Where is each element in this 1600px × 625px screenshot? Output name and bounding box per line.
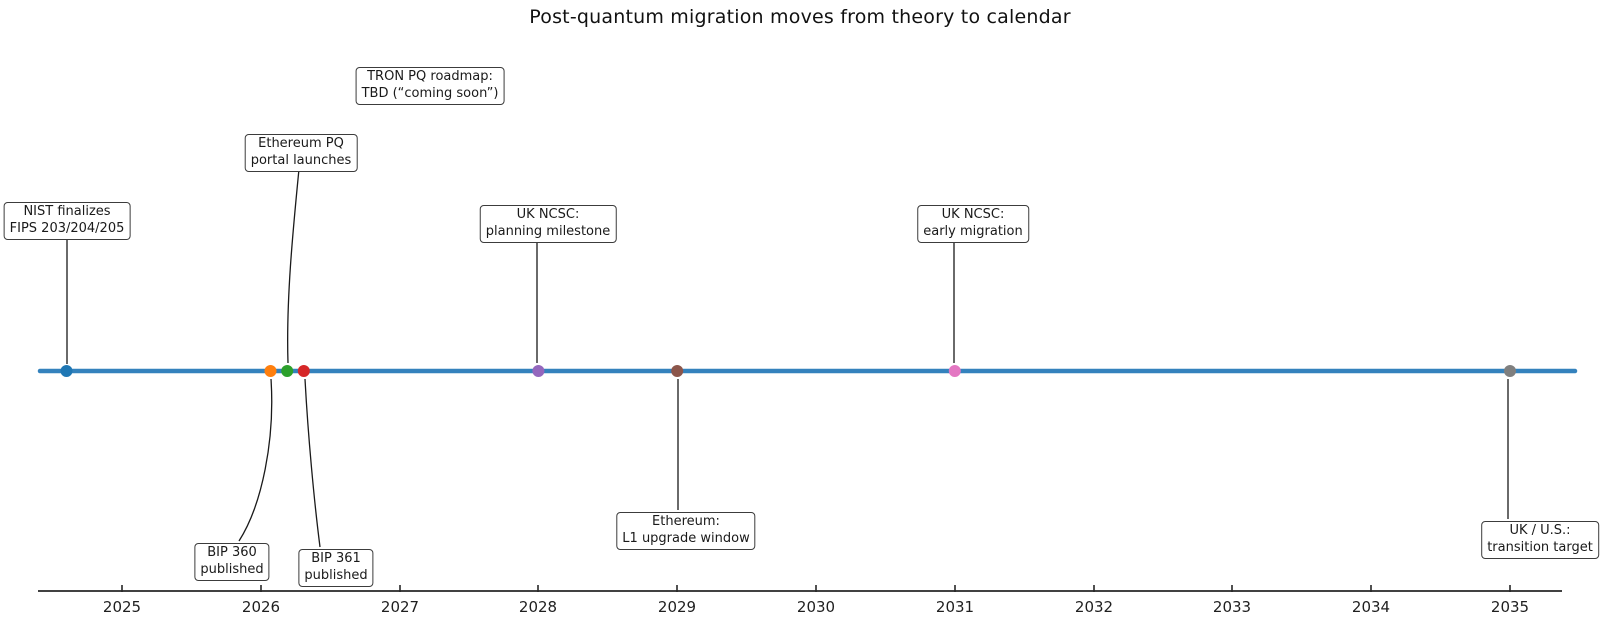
- event-dots: [60, 365, 1516, 377]
- leader-eth-portal: [287, 168, 300, 364]
- tick-label-2029: 2029: [658, 598, 696, 616]
- leader-lines: [66, 168, 1509, 548]
- x-axis-labels: 2025 2026 2027 2028 2029 2030 2031 2032 …: [103, 598, 1529, 616]
- tick-label-2033: 2033: [1213, 598, 1251, 616]
- event-label-tron: TRON PQ roadmap: TBD (“coming soon”): [355, 67, 505, 106]
- dot-bip361: [297, 365, 310, 377]
- event-label-eth-l1: Ethereum: L1 upgrade window: [616, 512, 756, 551]
- event-label-ncsc-planning: UK NCSC: planning milestone: [479, 205, 617, 244]
- event-label-line: NIST finalizes: [23, 204, 111, 219]
- dot-nist: [60, 365, 73, 377]
- event-label-nist: NIST finalizes FIPS 203/204/205: [3, 202, 131, 241]
- leader-bip361: [304, 378, 321, 548]
- tick-label-2030: 2030: [797, 598, 835, 616]
- event-label-line: TRON PQ roadmap:: [367, 69, 493, 84]
- event-label-line: UK / U.S.:: [1509, 523, 1571, 538]
- x-axis-ticks: [121, 585, 1511, 592]
- event-label-line: Ethereum PQ: [258, 136, 344, 151]
- dot-ncsc-early: [948, 365, 961, 377]
- event-label-ncsc-early: UK NCSC: early migration: [917, 205, 1029, 244]
- dot-ncsc-planning: [532, 365, 545, 377]
- event-label-line: published: [304, 567, 368, 583]
- leader-bip360: [238, 378, 273, 542]
- event-label-line: planning milestone: [485, 223, 611, 239]
- tick-label-2028: 2028: [519, 598, 557, 616]
- event-label-line: BIP 361: [311, 551, 361, 566]
- tick-label-2027: 2027: [381, 598, 419, 616]
- tick-label-2025: 2025: [103, 598, 141, 616]
- event-label-line: published: [200, 561, 264, 577]
- event-label-line: UK NCSC:: [516, 207, 580, 222]
- event-label-line: early migration: [923, 223, 1023, 239]
- x-axis: 2025 2026 2027 2028 2029 2030 2031 2032 …: [38, 585, 1562, 616]
- tick-label-2031: 2031: [936, 598, 974, 616]
- event-label-eth-portal: Ethereum PQ portal launches: [244, 134, 358, 173]
- tick-label-2032: 2032: [1075, 598, 1113, 616]
- event-label-line: UK NCSC:: [941, 207, 1005, 222]
- event-label-line: Ethereum:: [652, 514, 720, 529]
- event-label-line: FIPS 203/204/205: [9, 220, 125, 236]
- event-label-bip360: BIP 360 published: [194, 543, 270, 582]
- dot-eth-portal: [281, 365, 294, 377]
- dot-bip360: [264, 365, 277, 377]
- event-label-line: transition target: [1487, 539, 1593, 555]
- event-label-line: TBD (“coming soon”): [361, 85, 499, 101]
- event-label-line: L1 upgrade window: [622, 530, 750, 546]
- event-label-ukus: UK / U.S.: transition target: [1481, 521, 1599, 560]
- dot-eth-l1: [671, 365, 684, 377]
- event-label-line: BIP 360: [207, 545, 257, 560]
- tick-label-2034: 2034: [1352, 598, 1390, 616]
- dot-ukus: [1504, 365, 1516, 377]
- tick-label-2026: 2026: [242, 598, 280, 616]
- tick-label-2035: 2035: [1491, 598, 1529, 616]
- event-label-line: portal launches: [250, 152, 352, 168]
- chart-title: Post-quantum migration moves from theory…: [529, 6, 1071, 28]
- event-label-bip361: BIP 361 published: [298, 549, 374, 588]
